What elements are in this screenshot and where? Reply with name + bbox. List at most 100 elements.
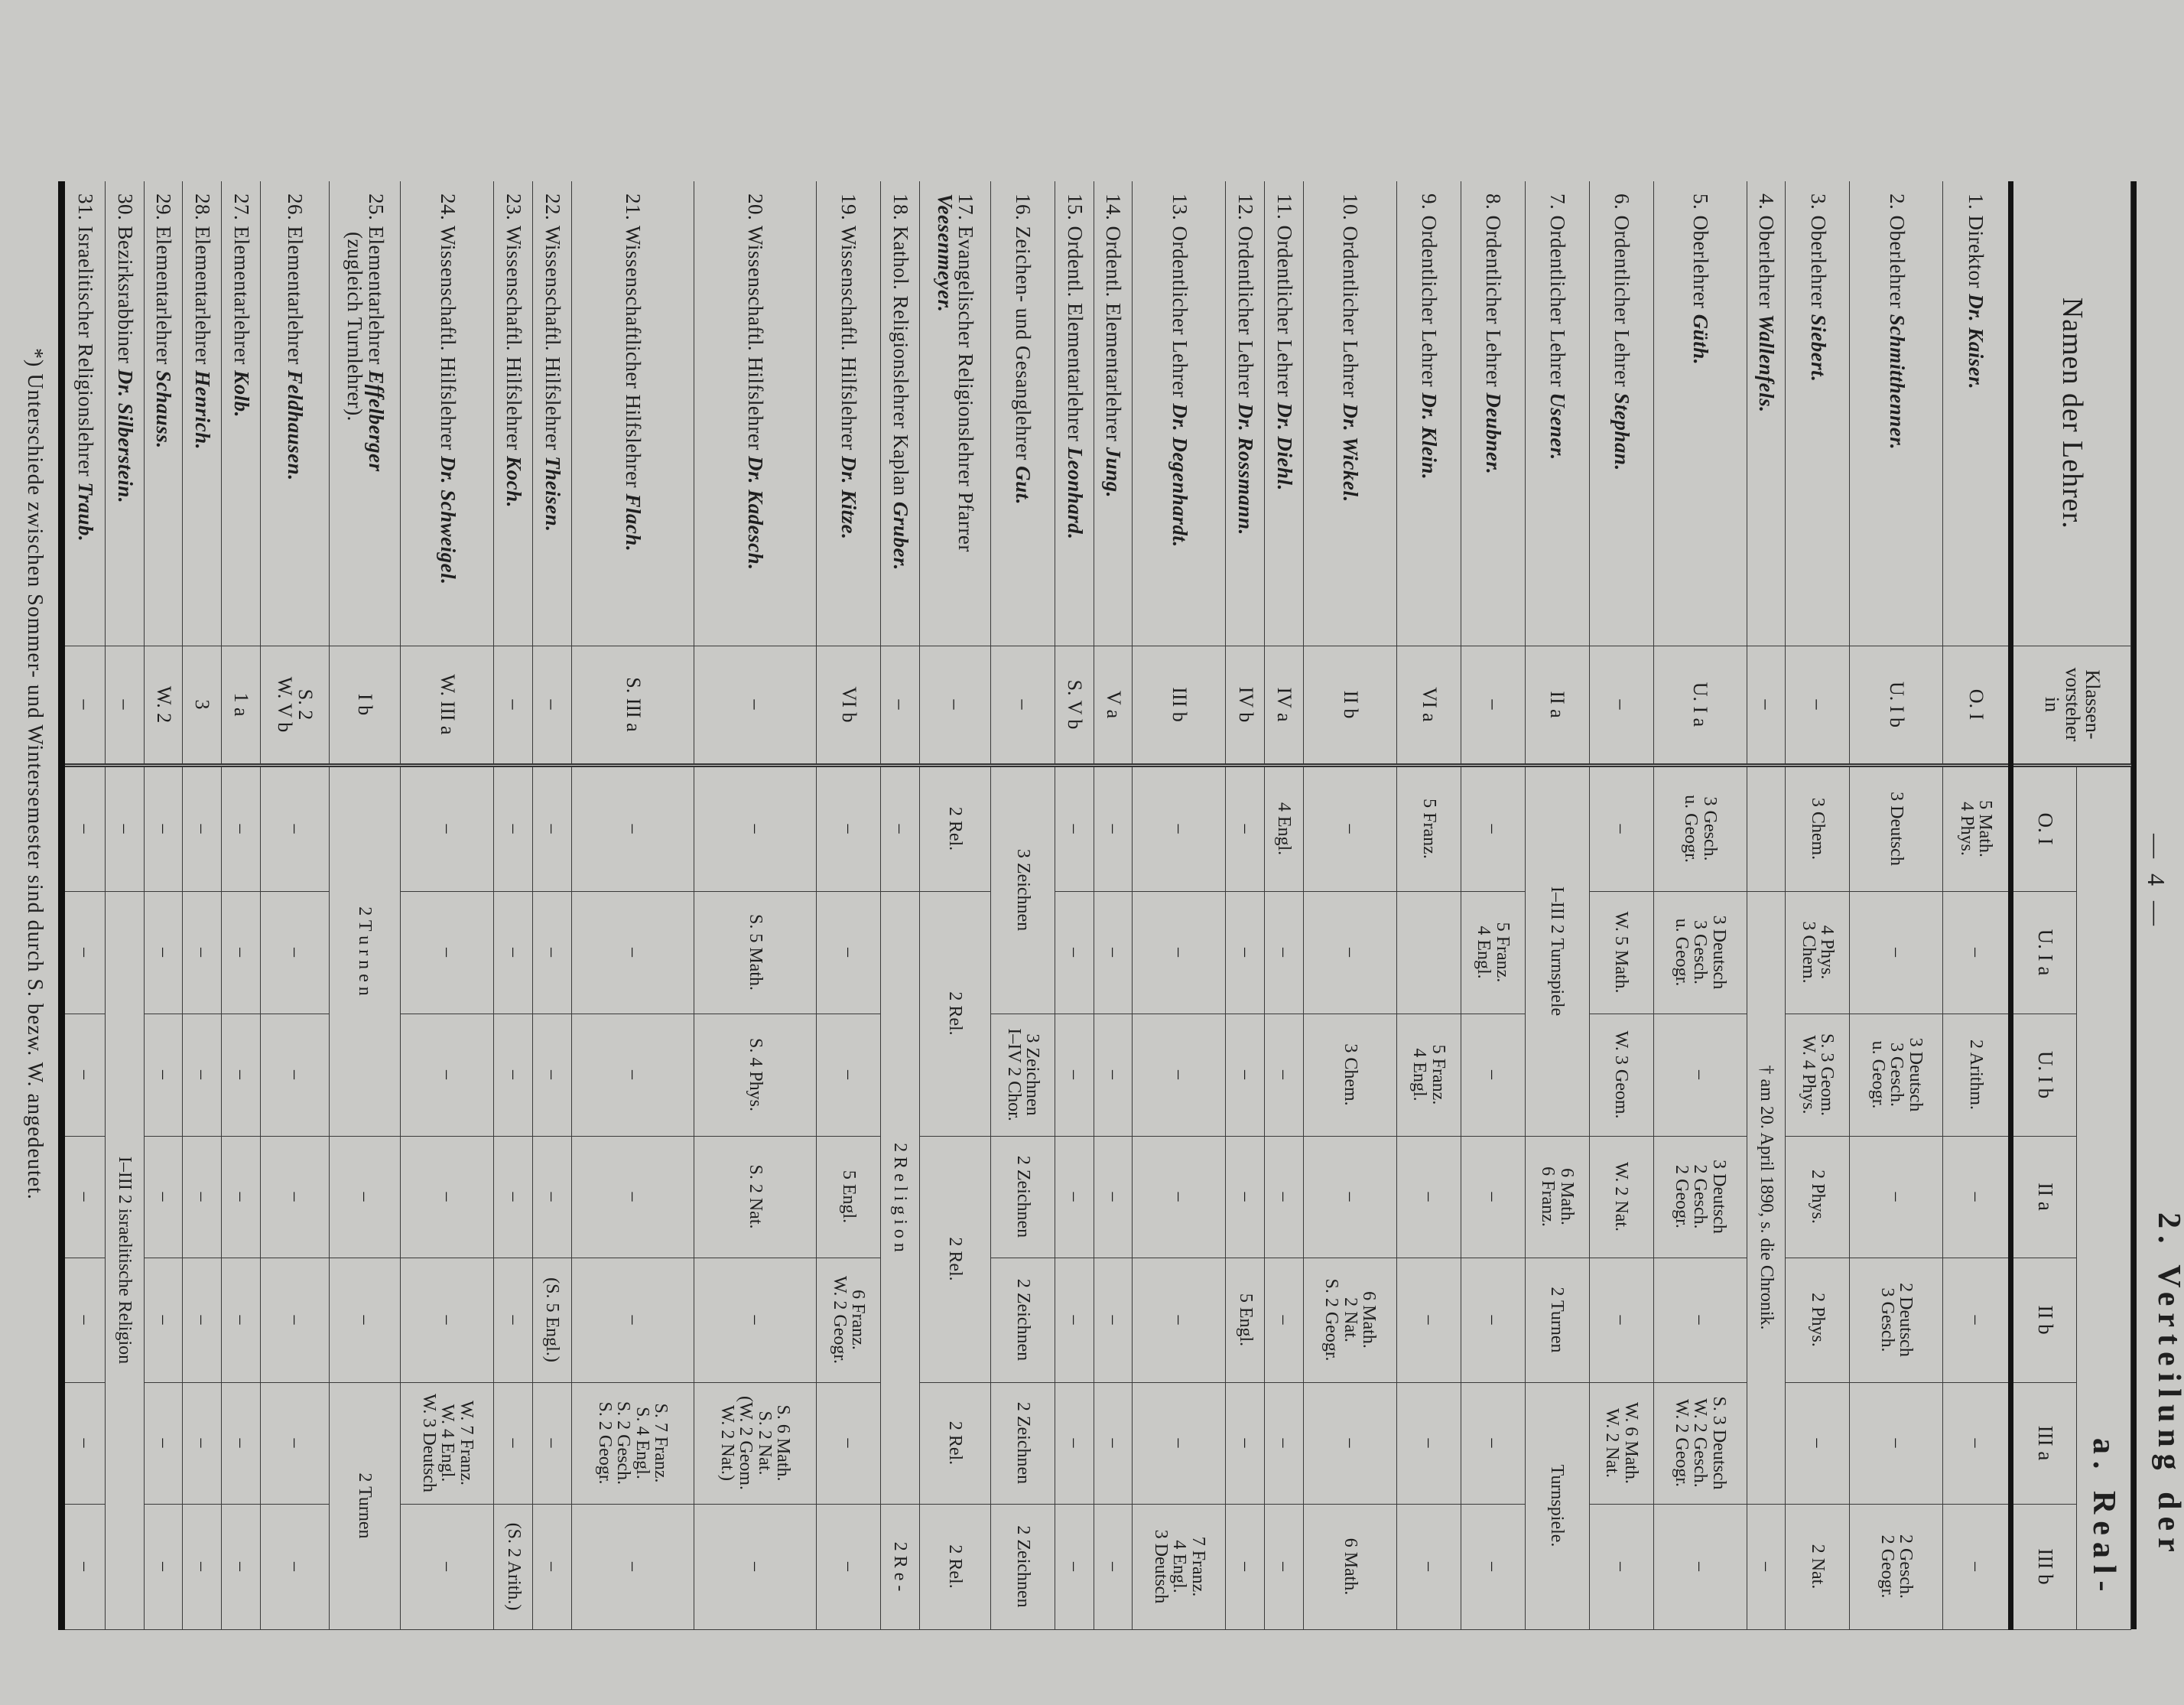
lesson-cell: –: [1055, 1258, 1094, 1382]
header-class-iiia: III a: [2010, 1382, 2077, 1504]
teacher-name: Schmitthenner.: [1885, 314, 1909, 450]
header-class-uib: U. I b: [2010, 1014, 2077, 1136]
lesson-cell: –: [1942, 1258, 2011, 1382]
lesson-cell: –: [400, 1258, 494, 1382]
teacher-name: Siebert.: [1806, 314, 1830, 382]
teacher-title: Oberlehrer: [1885, 215, 1909, 309]
lesson-cell: –: [221, 1014, 261, 1136]
teacher-number: 5.: [1688, 194, 1712, 210]
lesson-cell: –: [494, 1258, 533, 1382]
lesson-cell: 2 Arithm.: [1942, 1014, 2011, 1136]
lesson-cell: 2 Nat.: [1785, 1504, 1850, 1630]
lesson-cell: 3 Deutsch 3 Gesch. u. Geogr.: [1653, 891, 1747, 1014]
teacher-name-cell: 1. Direktor Dr. Kaiser.: [1942, 181, 2011, 646]
teacher-title: Elementarlehrer: [229, 226, 253, 365]
teacher-number: 15.: [1063, 194, 1087, 221]
lesson-cell: –: [532, 1382, 572, 1504]
table-row: 30. Bezirksrabbiner Dr. Silberstein. – – I–…: [105, 181, 145, 1630]
lesson-cell: 3 Deutsch: [1849, 765, 1943, 891]
table-row: 28. Elementarlehrer Henrich. 3– – – – – – –: [182, 181, 222, 1630]
table-row: 4. Oberlehrer Wallenfels. – † am 20. April…: [1747, 181, 1786, 1630]
lesson-cell: –: [144, 765, 183, 891]
teacher-name: Flach.: [622, 493, 645, 552]
teacher-title: Evangelischer Religionslehrer Pfarrer: [954, 226, 978, 552]
teacher-name-cell: 25. Elementarlehrer Effelberger (zugleich…: [329, 181, 401, 646]
teacher-name: Deubner.: [1482, 392, 1506, 475]
lesson-cell: [1396, 891, 1461, 1014]
lesson-cell: –: [400, 1014, 494, 1136]
lesson-cell: –: [1132, 1014, 1226, 1136]
teacher-title: Ordentl. Elementarlehrer: [1063, 226, 1087, 442]
lesson-cell: –: [1055, 891, 1094, 1014]
lesson-cell: –: [494, 891, 533, 1014]
class-head-cell: W. III a: [400, 646, 494, 765]
teacher-name: Leonhard.: [1063, 447, 1087, 540]
lesson-cell: S. 5 Math.: [694, 891, 817, 1014]
lesson-cell: –: [1264, 1258, 1304, 1382]
header-class-oi: O. I: [2010, 765, 2077, 891]
lesson-cell: 2 Phys.: [1785, 1258, 1850, 1382]
teacher-name-cell: 11. Ordentlicher Lehrer Dr. Diehl.: [1264, 181, 1304, 646]
teacher-name: Dr. Klein.: [1418, 392, 1441, 480]
teacher-title: Ordentlicher Lehrer: [1545, 215, 1569, 388]
lesson-cell: –: [1055, 765, 1094, 891]
lesson-cell: –: [1132, 891, 1226, 1014]
teacher-title: Wissenschaftl. Hilfslehrer: [744, 226, 768, 451]
teacher-name-cell: 30. Bezirksrabbiner Dr. Silberstein.: [105, 181, 145, 646]
table-row: 19. Wissenschaftl. Hilfslehrer Dr. Kitze…: [816, 181, 881, 1630]
teacher-name-cell: 5. Oberlehrer Güth.: [1653, 181, 1747, 646]
lesson-cell: 3 Zeichnen I–IV 2 Chor.: [990, 1014, 1055, 1136]
lesson-cell: –: [1589, 1258, 1654, 1382]
lesson-cell: –: [532, 765, 572, 891]
lesson-cell: –: [571, 1014, 694, 1136]
lesson-cell: –: [571, 891, 694, 1014]
lesson-cell: –: [1461, 1136, 1526, 1258]
lesson-cell: 5 Franz. 4 Engl.: [1461, 891, 1526, 1014]
class-head-cell: W. 2: [144, 646, 183, 765]
teacher-title: Oberlehrer: [1755, 215, 1779, 309]
lesson-cell: –: [1132, 765, 1226, 891]
lesson-cell: –: [1094, 765, 1133, 891]
teacher-name-cell: 14. Ordentl. Elementarlehrer Jung.: [1094, 181, 1133, 646]
top-rule: [2131, 181, 2137, 1629]
teacher-number: 25.: [364, 194, 388, 221]
lesson-cell: –: [1055, 1382, 1094, 1504]
teacher-name-cell: 10. Ordentlicher Lehrer Dr. Wickel.: [1303, 181, 1397, 646]
teacher-number: 19.: [837, 194, 861, 221]
teacher-name: Kolb.: [229, 370, 253, 418]
teacher-title: Elementarlehrer: [190, 226, 214, 365]
lesson-cell: –: [182, 1504, 222, 1630]
teacher-name: Henrich.: [190, 370, 214, 450]
teacher-title: Wissenschaftl. Hilfslehrer: [502, 226, 526, 451]
lesson-cell: –: [1094, 1258, 1133, 1382]
lesson-cell-spanning: 2 Turnen: [329, 1382, 401, 1630]
lesson-cell: 2 Zeichnen: [990, 1504, 1055, 1630]
class-head-cell: II b: [1303, 646, 1397, 765]
teacher-title: Ordentlicher Lehrer: [1482, 215, 1506, 388]
lesson-cell: –: [400, 891, 494, 1014]
lesson-cell: –: [816, 1014, 881, 1136]
lesson-cell: 6 Franz. W. 2 Geogr.: [816, 1258, 881, 1382]
teacher-title: Direktor: [1965, 215, 1988, 288]
teacher-name-cell: 15. Ordentl. Elementarlehrer Leonhard.: [1055, 181, 1094, 646]
table-row: 24. Wissenschaftl. Hilfslehrer Dr. Schwe…: [400, 181, 494, 1630]
lesson-cell: –: [61, 1136, 106, 1258]
lesson-cell: –: [329, 1136, 401, 1258]
lesson-cell: –: [1094, 1014, 1133, 1136]
class-head-cell: –: [1461, 646, 1526, 765]
lesson-cell: –: [1303, 765, 1397, 891]
lesson-cell: –: [182, 765, 222, 891]
lesson-cell: –: [221, 765, 261, 891]
class-head-cell: U. I a: [1653, 646, 1747, 765]
class-head-cell: O. I: [1942, 646, 2011, 765]
lesson-cell: 2 Zeichnen: [990, 1136, 1055, 1258]
lesson-cell: –: [260, 891, 330, 1014]
lesson-cell: –: [1264, 1504, 1304, 1630]
teacher-name: Dr. Kitze.: [837, 456, 861, 540]
lesson-cell: –: [532, 1014, 572, 1136]
teacher-title: Ordentl. Elementarlehrer: [1102, 226, 1126, 442]
lesson-cell: 2 Rel.: [919, 1382, 991, 1504]
